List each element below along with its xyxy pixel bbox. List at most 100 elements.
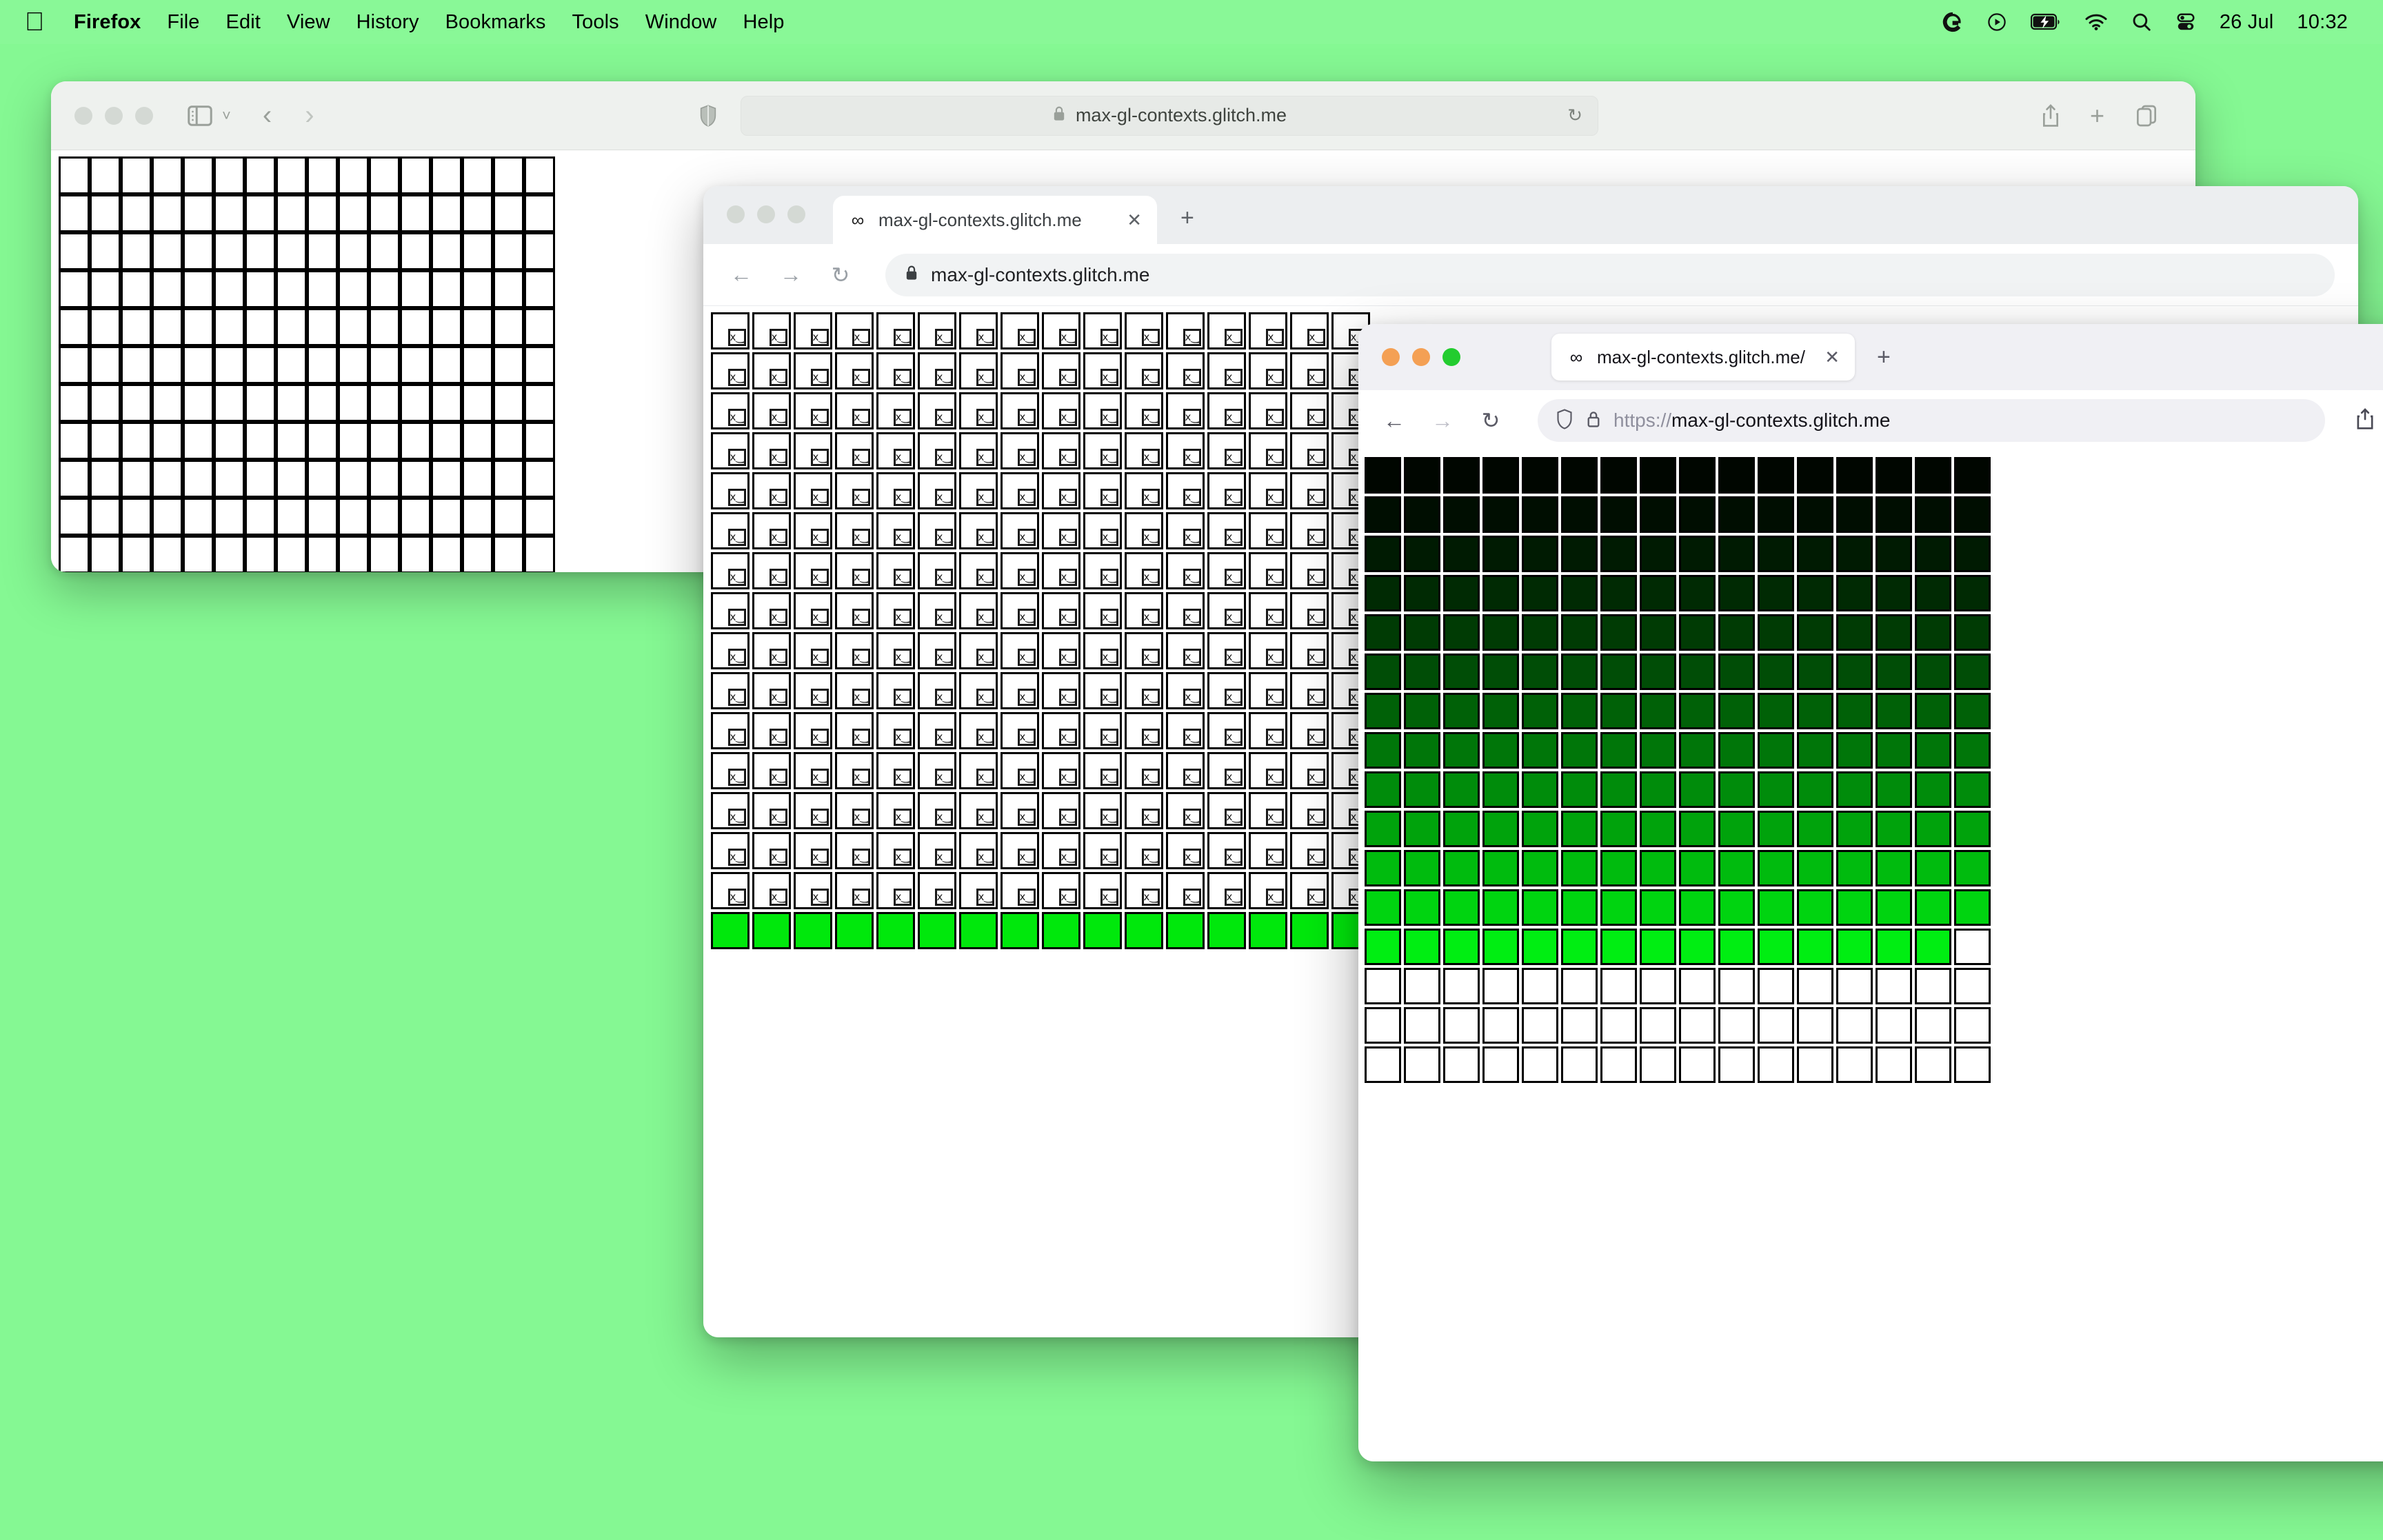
minimize-button[interactable] — [105, 106, 123, 125]
chrome-omnibox[interactable]: max-gl-contexts.glitch.me — [885, 253, 2335, 296]
reload-button[interactable]: ↻ — [1481, 408, 1500, 433]
webgl-canvas-cell — [493, 498, 524, 536]
new-tab-button[interactable]: + — [1180, 205, 1194, 231]
close-button[interactable] — [74, 106, 92, 125]
menu-item-window[interactable]: Window — [645, 10, 717, 33]
menu-bar-time[interactable]: 10:32 — [2297, 10, 2348, 33]
firefox-address-bar[interactable]: https://max-gl-contexts.glitch.me — [1538, 399, 2325, 442]
webgl-canvas-cell — [1443, 811, 1480, 847]
close-button[interactable] — [727, 205, 745, 223]
back-button[interactable]: ← — [1383, 407, 1405, 433]
tabs-overview-icon[interactable] — [2136, 105, 2157, 127]
minimize-button[interactable] — [1412, 348, 1430, 366]
webgl-canvas-cell — [1640, 929, 1676, 965]
firefox-traffic-lights[interactable] — [1382, 348, 1460, 366]
webgl-canvas-cell — [493, 156, 524, 194]
close-icon[interactable]: ✕ — [1824, 346, 1840, 367]
tab-group-chevron-down-icon[interactable]: ˅ — [222, 106, 231, 124]
zoom-button[interactable] — [1442, 348, 1460, 366]
webgl-canvas-cell — [183, 346, 214, 384]
webgl-canvas-cell — [183, 422, 214, 460]
webgl-canvas-cell: x‿̲ — [1166, 552, 1205, 589]
new-tab-button[interactable]: + — [1877, 343, 1891, 370]
firefox-window[interactable]: ∞ max-gl-contexts.glitch.me/ ✕ + ← → ↻ h… — [1358, 324, 2383, 1461]
webgl-canvas-cell — [462, 498, 493, 536]
context-lost-sad-face-icon: x‿̲ — [935, 849, 953, 866]
webgl-canvas-cell: x‿̲ — [835, 752, 874, 789]
close-icon[interactable]: ✕ — [1127, 209, 1142, 230]
back-button[interactable]: ← — [730, 262, 752, 287]
webgl-canvas-cell — [1482, 1046, 1519, 1083]
zoom-button[interactable] — [787, 205, 805, 223]
webgl-canvas-cell: x‿̲ — [794, 792, 832, 829]
reload-button[interactable]: ↻ — [831, 262, 850, 287]
safari-address-bar[interactable]: max-gl-contexts.glitch.me ↻ — [741, 95, 1598, 136]
menu-item-file[interactable]: File — [167, 10, 200, 33]
firefox-tab[interactable]: ∞ max-gl-contexts.glitch.me/ ✕ — [1551, 334, 1855, 381]
back-button[interactable]: ‹ — [262, 100, 272, 130]
share-icon[interactable] — [2355, 407, 2375, 434]
webgl-canvas-cell — [1836, 968, 1873, 1004]
wifi-icon[interactable] — [2073, 7, 2120, 37]
context-lost-sad-face-icon: x‿̲ — [1307, 489, 1325, 506]
menu-item-firefox[interactable]: Firefox — [74, 10, 141, 33]
zoom-button[interactable] — [135, 106, 153, 125]
webgl-canvas-cell: x‿̲ — [876, 472, 915, 509]
forward-button[interactable]: → — [780, 262, 802, 287]
webgl-canvas-cell — [121, 384, 152, 422]
reload-icon[interactable]: ↻ — [1567, 105, 1582, 125]
webgl-canvas-cell: x‿̲ — [1083, 312, 1122, 349]
chrome-tab[interactable]: ∞ max-gl-contexts.glitch.me ✕ — [833, 196, 1157, 244]
forward-button[interactable]: › — [305, 100, 314, 130]
menu-bar-date[interactable]: 26 Jul — [2219, 10, 2274, 33]
chrome-traffic-lights[interactable] — [727, 205, 805, 223]
webgl-canvas-cell — [1915, 968, 1951, 1004]
webgl-canvas-cell: x‿̲ — [1207, 472, 1246, 509]
webgl-canvas-cell — [431, 232, 462, 270]
menu-item-edit[interactable]: Edit — [225, 10, 261, 33]
share-icon[interactable] — [2041, 103, 2060, 128]
spotlight-search-icon[interactable] — [2120, 7, 2164, 37]
webgl-canvas-cell — [1758, 968, 1794, 1004]
context-lost-sad-face-icon: x‿̲ — [1100, 489, 1118, 506]
control-center-icon[interactable] — [2164, 7, 2208, 37]
webgl-canvas-cell — [1404, 889, 1440, 926]
webgl-canvas-cell — [1640, 811, 1676, 847]
sidebar-icon[interactable] — [188, 105, 212, 126]
webgl-canvas-cell — [1640, 496, 1676, 533]
webgl-canvas-cell: x‿̲ — [876, 552, 915, 589]
webgl-canvas-cell — [431, 308, 462, 346]
webgl-canvas-cell: x‿̲ — [794, 392, 832, 429]
media-play-icon[interactable] — [1975, 7, 2019, 37]
webgl-canvas-cell — [1404, 1007, 1440, 1044]
webgl-canvas-cell: x‿̲ — [752, 792, 791, 829]
lock-icon[interactable] — [1586, 410, 1601, 432]
context-lost-sad-face-icon: x‿̲ — [935, 609, 953, 626]
menu-item-help[interactable]: Help — [743, 10, 785, 33]
webgl-canvas-cell — [245, 422, 276, 460]
shield-icon[interactable] — [1556, 408, 1573, 433]
webgl-canvas-cell: x‿̲ — [1083, 632, 1122, 669]
webgl-canvas-cell: x‿̲ — [835, 352, 874, 389]
menu-item-history[interactable]: History — [356, 10, 419, 33]
webgl-canvas-cell — [1561, 575, 1598, 611]
webgl-canvas-cell — [431, 460, 462, 498]
minimize-button[interactable] — [757, 205, 775, 223]
safari-traffic-lights[interactable] — [74, 106, 153, 125]
privacy-shield-icon[interactable] — [699, 104, 717, 127]
new-tab-button[interactable]: + — [2089, 101, 2104, 130]
webgl-canvas-cell — [369, 346, 400, 384]
close-button[interactable] — [1382, 348, 1400, 366]
webgl-canvas-cell: x‿̲ — [1249, 472, 1287, 509]
forward-button[interactable]: → — [1431, 407, 1454, 433]
context-lost-sad-face-icon: x‿̲ — [1100, 849, 1118, 866]
webgl-canvas-cell — [1482, 536, 1519, 572]
menu-item-tools[interactable]: Tools — [572, 10, 619, 33]
apple-logo-icon[interactable]:  — [21, 8, 48, 36]
battery-charging-icon[interactable] — [2019, 7, 2073, 37]
menu-item-bookmarks[interactable]: Bookmarks — [445, 10, 546, 33]
grammarly-icon[interactable] — [1931, 7, 1975, 37]
context-lost-sad-face-icon: x‿̲ — [1266, 449, 1284, 466]
context-lost-sad-face-icon: x‿̲ — [1307, 529, 1325, 546]
menu-item-view[interactable]: View — [286, 10, 330, 33]
